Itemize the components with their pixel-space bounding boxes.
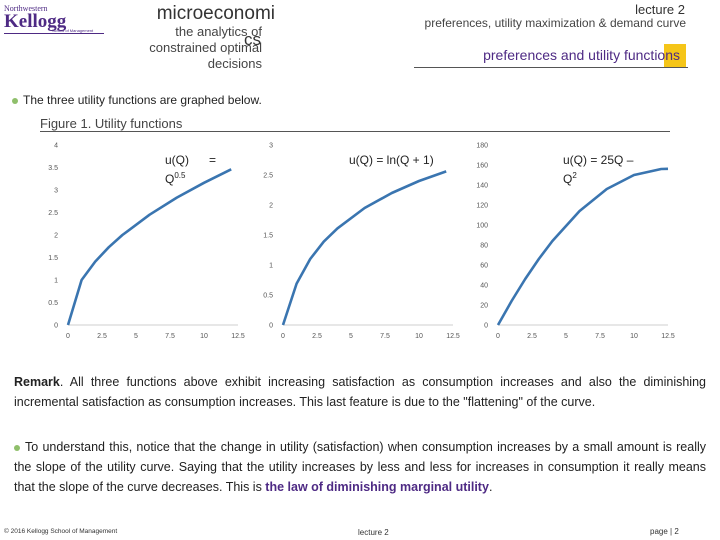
y-tick-label-log: 1 bbox=[269, 263, 273, 270]
bullet-icon bbox=[14, 444, 20, 451]
chart-title-quadratic-a: u(Q) = 25Q – bbox=[563, 153, 634, 167]
course-subtitle: the analytics of constrained optimal dec… bbox=[110, 24, 262, 72]
figure-rule bbox=[40, 131, 670, 132]
x-tick-label-sqrt: 5 bbox=[134, 333, 138, 340]
y-tick-label-sqrt: 3.5 bbox=[48, 165, 58, 172]
x-tick-label-log: 0 bbox=[281, 333, 285, 340]
logo-northwestern: Northwestern bbox=[4, 4, 48, 13]
chart-title-sqrt-c: Q bbox=[165, 172, 175, 186]
y-tick-label-log: 3 bbox=[269, 143, 273, 150]
y-tick-label-quadratic: 140 bbox=[476, 183, 488, 190]
x-tick-label-quadratic: 12.5 bbox=[661, 333, 675, 340]
chart-svg-log: 0 0.5 1 1.5 2 2.5 3 0 2.5 5 7.5 10 12.5 bbox=[263, 143, 460, 341]
y-tick-label-sqrt: 4 bbox=[54, 143, 58, 150]
x-tick-label-log: 5 bbox=[349, 333, 353, 340]
chart-title-sqrt-sup: 0.5 bbox=[174, 171, 186, 180]
utility-chart-quadratic: 0 20 40 60 80 100 120 140 160 180 0 2.5 5 7.5 10 12.5 u… bbox=[460, 140, 675, 350]
y-tick-label-sqrt: 0.5 bbox=[48, 300, 58, 307]
y-tick-label-log: 0 bbox=[269, 323, 273, 330]
y-tick-label-quadratic: 0 bbox=[484, 323, 488, 330]
y-tick-label-log: 0.5 bbox=[263, 293, 273, 300]
x-tick-label-quadratic: 2.5 bbox=[527, 333, 537, 340]
footer-lecture: lecture 2 bbox=[358, 528, 389, 537]
y-tick-label-sqrt: 2.5 bbox=[48, 210, 58, 217]
x-tick-label-sqrt: 2.5 bbox=[97, 333, 107, 340]
remark-label: Remark bbox=[14, 375, 60, 389]
section-rule bbox=[414, 67, 688, 68]
x-tick-label-log: 2.5 bbox=[312, 333, 322, 340]
logo-rule bbox=[4, 33, 104, 37]
intro-text: The three utility functions are graphed … bbox=[23, 93, 262, 107]
title-highlight-mark bbox=[664, 44, 686, 68]
explanation-paragraph: To understand this, notice that the chan… bbox=[14, 437, 706, 497]
y-tick-label-quadratic: 180 bbox=[476, 143, 488, 150]
remark-text: . All three functions above exhibit incr… bbox=[14, 375, 706, 409]
kellogg-logo: Northwestern Kellogg School of Managemen… bbox=[4, 4, 114, 40]
x-tick-label-log: 7.5 bbox=[380, 333, 390, 340]
y-tick-label-sqrt: 3 bbox=[54, 188, 58, 195]
section-title: preferences and utility functions bbox=[483, 47, 680, 63]
figure-caption: Figure 1. Utility functions bbox=[40, 116, 183, 131]
course-subtitle-line1: the analytics of bbox=[175, 24, 262, 39]
utility-chart-log: 0 0.5 1 1.5 2 2.5 3 0 2.5 5 7.5 10 12.5 u(Q) = ln(Q … bbox=[245, 140, 460, 350]
course-title: microeconomi bbox=[156, 3, 275, 24]
chart-title-sqrt-b: = bbox=[209, 153, 217, 167]
logo-school: School of Management bbox=[52, 28, 94, 33]
footer-copyright: © 2016 Kellogg School of Management bbox=[4, 528, 118, 535]
y-tick-label-log: 2 bbox=[269, 203, 273, 210]
course-title-suffix: cs bbox=[244, 30, 261, 49]
y-tick-label-sqrt: 1.5 bbox=[48, 255, 58, 262]
chart-title-quadratic: u(Q) = 25Q – Q2 bbox=[563, 153, 673, 187]
bullet-icon bbox=[12, 97, 18, 104]
y-tick-label-quadratic: 100 bbox=[476, 223, 488, 230]
utility-curve-log bbox=[281, 170, 447, 326]
chart-svg-quadratic: 0 20 40 60 80 100 120 140 160 180 0 2.5 5 7.5 10 12.5 bbox=[476, 143, 675, 341]
y-tick-label-quadratic: 160 bbox=[476, 163, 488, 170]
y-tick-label-log: 2.5 bbox=[263, 173, 273, 180]
x-tick-label-sqrt: 0 bbox=[66, 333, 70, 340]
chart-title-log-a: u(Q) = ln(Q + 1) bbox=[349, 153, 434, 167]
x-tick-label-sqrt: 7.5 bbox=[165, 333, 175, 340]
x-tick-label-quadratic: 7.5 bbox=[595, 333, 605, 340]
explanation-text: To understand this, notice that the chan… bbox=[14, 440, 706, 494]
chart-title-sqrt-a: u(Q) bbox=[165, 153, 189, 167]
law-highlight: the law of diminishing marginal utility bbox=[265, 480, 489, 494]
chart-title-quadratic-sup: 2 bbox=[572, 171, 577, 180]
x-tick-label-sqrt: 10 bbox=[200, 333, 208, 340]
utility-curve-quadratic bbox=[496, 167, 669, 326]
y-tick-label-sqrt: 2 bbox=[54, 233, 58, 240]
y-tick-label-quadratic: 20 bbox=[480, 303, 488, 310]
logo-kellogg: Kellogg bbox=[4, 11, 67, 32]
footer-page: page | 2 bbox=[650, 527, 679, 536]
y-tick-label-quadratic: 40 bbox=[480, 283, 488, 290]
y-tick-label-sqrt: 0 bbox=[54, 323, 58, 330]
course-subtitle-line2: constrained optimal bbox=[149, 40, 262, 55]
course-subtitle-line3: decisions bbox=[207, 56, 262, 71]
y-tick-label-quadratic: 120 bbox=[476, 203, 488, 210]
y-tick-label-quadratic: 60 bbox=[480, 263, 488, 270]
intro-bullet: The three utility functions are graphed … bbox=[12, 93, 262, 107]
chart-title-quadratic-c: Q bbox=[563, 172, 573, 186]
chart-title-log: u(Q) = ln(Q + 1) bbox=[349, 153, 459, 168]
lecture-topic: preferences, utility maximization & dema… bbox=[424, 16, 686, 30]
y-tick-label-quadratic: 80 bbox=[480, 243, 488, 250]
x-tick-label-log: 12.5 bbox=[446, 333, 460, 340]
x-tick-label-log: 10 bbox=[415, 333, 423, 340]
x-tick-label-quadratic: 5 bbox=[564, 333, 568, 340]
y-tick-label-sqrt: 1 bbox=[54, 278, 58, 285]
utility-chart-sqrt: 0 0.5 1 1.5 2 2.5 3 3.5 4 0 2.5 5 7.5 10 12.5 u(Q) = Q… bbox=[30, 140, 245, 350]
x-tick-label-sqrt: 12.5 bbox=[231, 333, 245, 340]
lecture-number: lecture 2 bbox=[635, 2, 685, 17]
x-tick-label-quadratic: 10 bbox=[630, 333, 638, 340]
chart-svg-sqrt: 0 0.5 1 1.5 2 2.5 3 3.5 4 0 2.5 5 7.5 10 12.5 bbox=[48, 143, 245, 341]
utility-curve-sqrt bbox=[66, 168, 232, 326]
explanation-end: . bbox=[488, 480, 493, 494]
y-tick-label-log: 1.5 bbox=[263, 233, 273, 240]
remark-paragraph: Remark. All three functions above exhibi… bbox=[14, 372, 706, 412]
chart-title-sqrt: u(Q) = Q0.5 bbox=[165, 153, 240, 187]
x-tick-label-quadratic: 0 bbox=[496, 333, 500, 340]
